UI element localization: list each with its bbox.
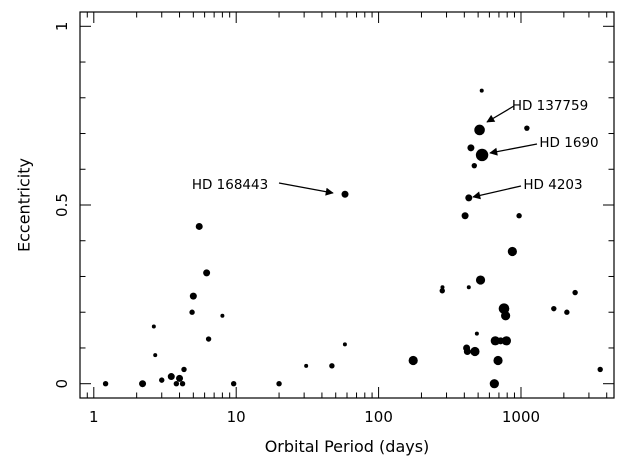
data-point <box>489 379 499 389</box>
annotation-label: HD 168443 <box>192 177 268 193</box>
data-point <box>501 336 512 346</box>
y-axis-title: Eccentricity <box>15 158 34 252</box>
data-point <box>167 373 175 381</box>
x-tick-label: 1 <box>89 408 99 426</box>
data-point <box>304 363 309 368</box>
data-point <box>564 309 570 315</box>
x-axis-title: Orbital Period (days) <box>265 437 430 456</box>
data-point <box>189 309 195 315</box>
data-point <box>276 381 282 387</box>
annotations: HD 168443 HD 137759 HD 1690 HD 4203 <box>192 98 599 200</box>
data-point <box>439 288 445 294</box>
data-point <box>551 305 557 312</box>
data-point <box>173 381 180 387</box>
data-point <box>475 275 486 285</box>
y-axis-ticks <box>80 25 614 385</box>
data-point <box>501 311 511 321</box>
x-tick-label: 1000 <box>502 408 540 426</box>
x-axis-tick-labels: 1 10 100 1000 <box>89 408 540 426</box>
data-point <box>342 342 347 347</box>
data-point <box>470 346 480 357</box>
annotation-label: HD 4203 <box>523 177 582 193</box>
y-tick-label: 0.5 <box>53 193 71 217</box>
data-point <box>153 353 158 358</box>
y-tick-label: 1 <box>53 22 71 32</box>
data-point <box>205 336 212 342</box>
plot-border <box>79 11 615 399</box>
data-point <box>474 331 479 336</box>
data-point <box>461 212 469 220</box>
data-point <box>440 285 445 290</box>
data-point <box>195 222 203 230</box>
data-point <box>471 162 477 169</box>
data-point <box>230 381 237 387</box>
x-axis-ticks <box>79 12 608 398</box>
data-point <box>151 324 156 329</box>
data-point <box>467 144 475 152</box>
annotation-arrow <box>278 182 334 196</box>
data-point <box>159 377 165 383</box>
data-point <box>572 289 578 296</box>
y-tick-label: 0 <box>53 379 71 389</box>
annotation-label: HD 137759 <box>512 98 588 114</box>
data-point <box>139 380 147 388</box>
data-point <box>524 125 530 131</box>
data-point <box>176 374 184 382</box>
data-point <box>203 269 211 277</box>
data-point <box>102 381 109 387</box>
data-point <box>189 292 197 300</box>
data-point <box>474 124 485 136</box>
data-point <box>516 213 522 219</box>
data-point <box>507 246 517 257</box>
plot-frame <box>79 11 615 399</box>
data-point <box>479 88 484 93</box>
annotation-label: HD 1690 <box>539 135 598 151</box>
data-point <box>597 366 603 373</box>
data-point <box>181 366 187 373</box>
data-point <box>463 348 471 356</box>
data-point <box>179 381 186 387</box>
data-point <box>498 303 510 314</box>
x-tick-label: 100 <box>364 408 393 426</box>
annotation-arrow <box>472 185 522 200</box>
data-point <box>493 355 503 366</box>
data-point <box>329 363 335 369</box>
annotation-arrow <box>486 105 515 123</box>
data-point <box>475 148 489 162</box>
data-points <box>102 88 603 389</box>
data-point <box>408 355 418 366</box>
y-axis-tick-labels: 00.51 <box>53 22 71 389</box>
data-point <box>490 336 500 346</box>
data-point <box>466 285 471 290</box>
data-point <box>465 194 473 202</box>
data-point <box>341 190 349 198</box>
x-tick-label: 10 <box>227 408 246 426</box>
annotation-arrow <box>489 143 538 156</box>
data-point <box>220 313 225 318</box>
